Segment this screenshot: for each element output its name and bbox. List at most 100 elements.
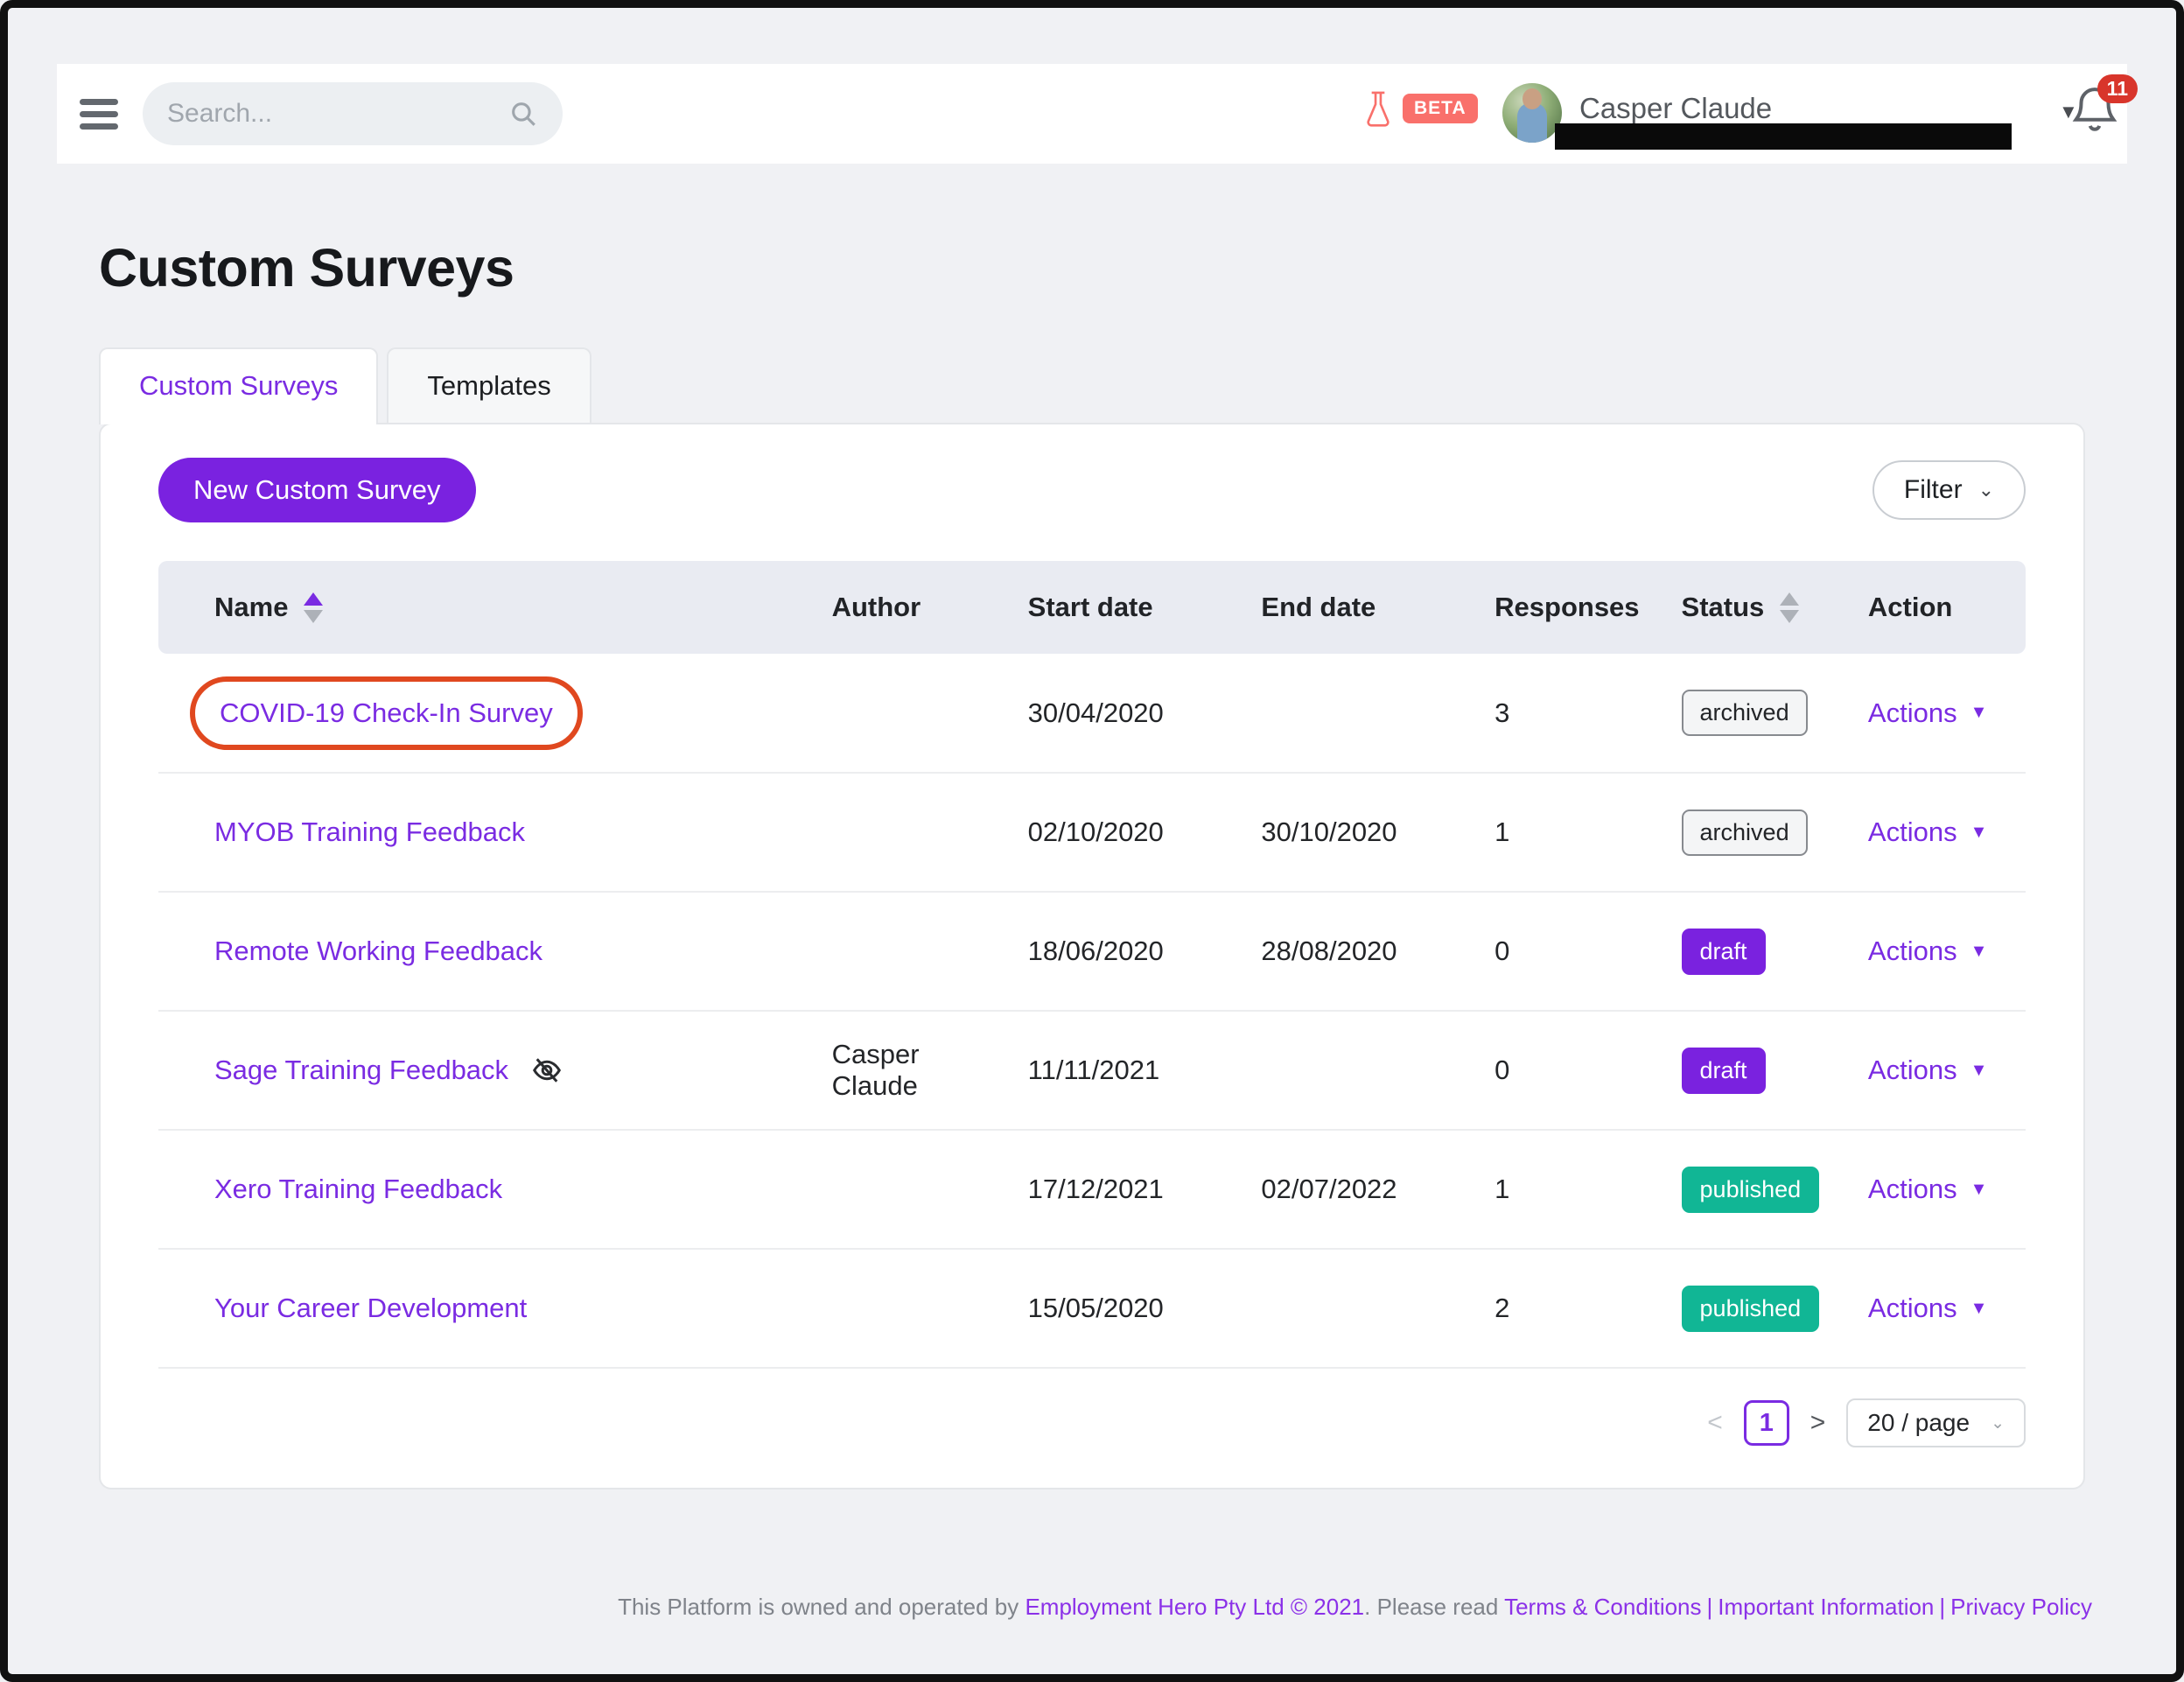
author-cell: Casper Claude — [831, 1039, 920, 1101]
top-bar: BETA Casper Claude ▼ 11 — [57, 64, 2138, 164]
start-date-cell: 17/12/2021 — [1027, 1174, 1164, 1204]
table-row: Your Career Development 15/05/2020 2 pub… — [158, 1249, 2026, 1368]
main-content: Custom Surveys Custom Surveys Templates … — [99, 237, 2085, 1489]
sort-arrows-name-icon[interactable] — [304, 592, 324, 623]
actions-dropdown[interactable]: Actions ▼ — [1867, 1174, 1988, 1204]
footer-text: . Please read — [1364, 1594, 1505, 1620]
responses-cell: 0 — [1494, 1055, 1510, 1085]
filter-button[interactable]: Filter ⌄ — [1872, 460, 2026, 520]
status-badge: published — [1681, 1285, 1820, 1332]
caret-down-icon: ▼ — [1970, 1179, 1988, 1199]
footer-terms-link[interactable]: Terms & Conditions — [1504, 1594, 1702, 1620]
status-badge: archived — [1681, 809, 1808, 856]
beta-indicator: BETA — [1362, 90, 1478, 129]
new-custom-survey-button[interactable]: New Custom Survey — [158, 458, 476, 522]
chevron-down-icon: ⌄ — [1978, 479, 1994, 501]
caret-down-icon: ▼ — [1970, 941, 1988, 961]
tab-templates[interactable]: Templates — [387, 347, 592, 423]
status-badge: archived — [1681, 690, 1808, 736]
survey-link[interactable]: MYOB Training Feedback — [214, 816, 525, 847]
actions-dropdown[interactable]: Actions ▼ — [1867, 936, 1988, 966]
pagination-prev-button[interactable]: < — [1707, 1408, 1723, 1437]
footer-important-info-link[interactable]: Important Information — [1718, 1594, 1935, 1620]
actions-dropdown[interactable]: Actions ▼ — [1867, 1293, 1988, 1323]
end-date-cell — [1250, 1249, 1484, 1368]
survey-link[interactable]: Remote Working Feedback — [214, 936, 543, 966]
chevron-down-icon: ⌄ — [1991, 1413, 2005, 1433]
tab-custom-surveys[interactable]: Custom Surveys — [99, 347, 379, 424]
start-date-cell: 18/06/2020 — [1027, 936, 1164, 966]
table-row: Xero Training Feedback 17/12/2021 02/07/… — [158, 1130, 2026, 1249]
start-date-cell: 30/04/2020 — [1027, 697, 1164, 728]
table-row: COVID-19 Check-In Survey 30/04/2020 3 ar… — [158, 654, 2026, 773]
column-header-action: Action — [1857, 561, 2026, 654]
responses-cell: 1 — [1494, 816, 1510, 847]
footer-company-link[interactable]: Employment Hero Pty Ltd © 2021 — [1025, 1594, 1365, 1620]
card-toolbar: New Custom Survey Filter ⌄ — [158, 458, 2026, 522]
end-date-cell: 30/10/2020 — [1261, 816, 1397, 847]
actions-dropdown[interactable]: Actions ▼ — [1867, 816, 1988, 847]
beta-badge: BETA — [1403, 94, 1478, 123]
survey-link[interactable]: Xero Training Feedback — [214, 1174, 503, 1204]
status-badge: draft — [1681, 1047, 1766, 1094]
tab-bar: Custom Surveys Templates — [99, 347, 2085, 424]
start-date-cell: 15/05/2020 — [1027, 1293, 1164, 1323]
flask-icon — [1362, 90, 1394, 129]
annotation-oval: COVID-19 Check-In Survey — [190, 676, 583, 750]
caret-down-icon: ▼ — [1970, 1298, 1988, 1318]
surveys-table: Name Author Start date End date Response… — [158, 561, 2026, 1369]
responses-cell: 2 — [1494, 1293, 1510, 1323]
author-cell — [822, 1130, 1018, 1249]
pagination: < 1 > 20 / page ⌄ — [158, 1398, 2026, 1447]
end-date-cell: 02/07/2022 — [1261, 1174, 1397, 1204]
responses-cell: 0 — [1494, 936, 1510, 966]
author-cell — [822, 773, 1018, 892]
user-name[interactable]: Casper Claude — [1579, 92, 1773, 124]
search-icon — [508, 99, 538, 129]
search-input[interactable] — [167, 99, 508, 129]
caret-down-icon: ▼ — [1970, 822, 1988, 842]
column-header-author: Author — [821, 561, 1018, 654]
hamburger-menu-icon[interactable] — [80, 93, 120, 136]
notification-bell[interactable]: 11 — [2069, 74, 2138, 144]
footer: This Platform is owned and operated by E… — [618, 1594, 2092, 1621]
eye-off-icon — [531, 1055, 563, 1086]
table-row: Sage Training Feedback Casper Claude — [158, 1011, 2026, 1130]
table-header-row: Name Author Start date End date Response… — [158, 561, 2026, 654]
column-header-end-date: End date — [1250, 561, 1485, 654]
end-date-cell — [1250, 1011, 1484, 1130]
footer-separator: | — [1939, 1594, 1946, 1620]
avatar[interactable] — [1502, 83, 1562, 143]
survey-link[interactable]: Your Career Development — [214, 1293, 528, 1323]
actions-dropdown[interactable]: Actions ▼ — [1867, 1055, 1988, 1085]
notification-count-badge: 11 — [2096, 74, 2138, 103]
start-date-cell: 11/11/2021 — [1027, 1055, 1160, 1085]
user-menu-caret-icon[interactable]: ▼ — [2059, 101, 2078, 123]
table-row: MYOB Training Feedback 02/10/2020 30/10/… — [158, 773, 2026, 892]
status-badge: published — [1681, 1166, 1820, 1213]
page-size-select[interactable]: 20 / page ⌄ — [1846, 1398, 2026, 1447]
end-date-cell: 28/08/2020 — [1261, 936, 1397, 966]
author-cell — [822, 892, 1018, 1011]
column-header-name[interactable]: Name — [158, 561, 822, 654]
responses-cell: 3 — [1494, 697, 1510, 728]
footer-text: This Platform is owned and operated by — [618, 1594, 1026, 1620]
survey-link[interactable]: Sage Training Feedback — [214, 1055, 509, 1085]
page-title: Custom Surveys — [99, 238, 514, 298]
footer-separator: | — [1706, 1594, 1713, 1620]
surveys-card: New Custom Survey Filter ⌄ Name — [99, 423, 2085, 1489]
search-bar[interactable] — [143, 82, 563, 145]
status-badge: draft — [1681, 928, 1766, 975]
email-redaction-bar — [1555, 123, 2012, 150]
pagination-page-1[interactable]: 1 — [1743, 1400, 1789, 1446]
column-header-status[interactable]: Status — [1670, 561, 1858, 654]
actions-dropdown[interactable]: Actions ▼ — [1867, 697, 1988, 728]
column-header-start-date: Start date — [1017, 561, 1251, 654]
caret-down-icon: ▼ — [1970, 703, 1988, 722]
responses-cell: 1 — [1494, 1174, 1510, 1204]
sort-arrows-status-icon[interactable] — [1780, 592, 1800, 623]
pagination-next-button[interactable]: > — [1810, 1408, 1826, 1437]
table-row: Remote Working Feedback 18/06/2020 28/08… — [158, 892, 2026, 1011]
footer-privacy-link[interactable]: Privacy Policy — [1950, 1594, 2092, 1620]
survey-link[interactable]: COVID-19 Check-In Survey — [220, 697, 553, 728]
